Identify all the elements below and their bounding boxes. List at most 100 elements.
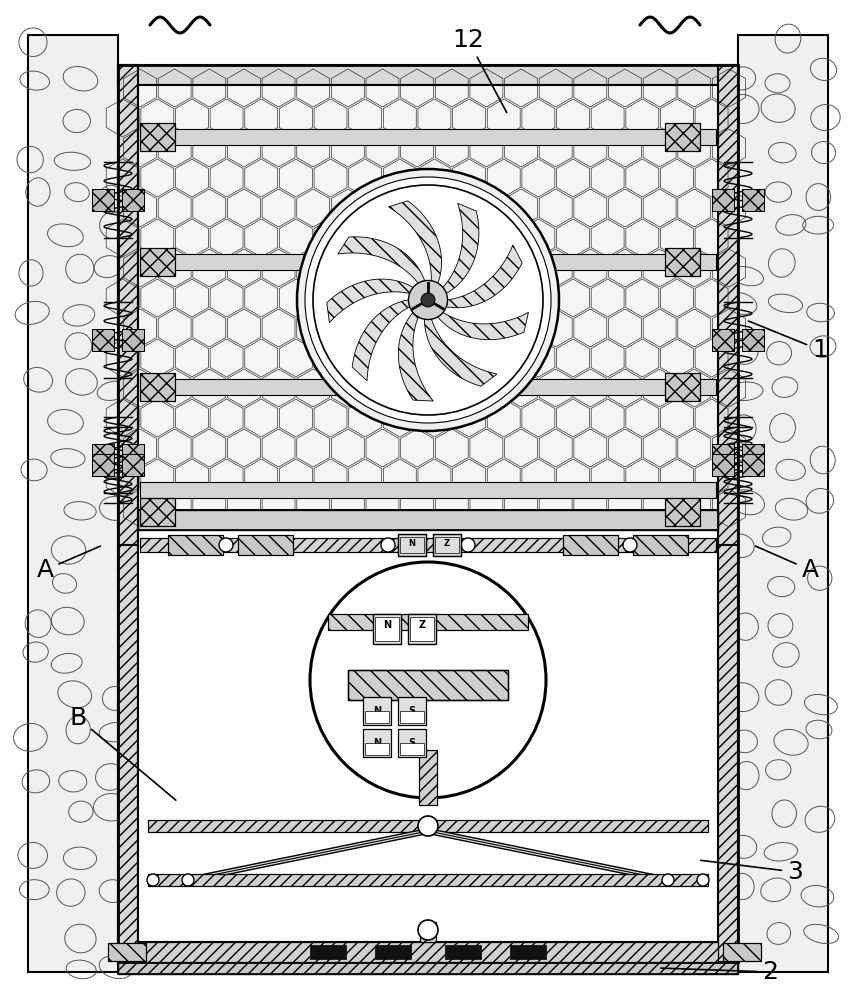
Polygon shape (437, 312, 528, 340)
Bar (118, 65, 138, 962)
Circle shape (305, 177, 551, 423)
Bar (138, 510, 718, 530)
Bar (138, 942, 718, 962)
Circle shape (418, 816, 438, 836)
Bar (138, 942, 718, 962)
Bar (140, 254, 716, 270)
Bar (118, 962, 738, 974)
Text: 1: 1 (749, 321, 828, 362)
Bar (348, 670, 508, 700)
Text: 2: 2 (661, 960, 778, 984)
Bar (742, 444, 764, 466)
Bar (140, 373, 175, 401)
Bar (712, 329, 734, 351)
Bar (718, 65, 738, 962)
Bar (400, 537, 424, 553)
Bar (420, 922, 436, 942)
Circle shape (662, 874, 674, 886)
Bar (122, 329, 144, 351)
Bar (665, 498, 700, 526)
Bar (665, 123, 700, 151)
Bar (348, 670, 508, 700)
Circle shape (421, 293, 435, 307)
Bar (563, 535, 618, 555)
Bar (140, 248, 175, 276)
Bar (122, 189, 144, 211)
Bar (118, 942, 738, 962)
Polygon shape (398, 312, 433, 401)
Polygon shape (446, 245, 522, 308)
Bar (140, 129, 716, 145)
Bar (92, 444, 114, 466)
Bar (108, 943, 146, 961)
Bar (742, 444, 764, 466)
Bar (138, 85, 718, 510)
Text: A: A (756, 546, 818, 582)
Bar (365, 743, 389, 755)
Bar (712, 444, 734, 466)
Circle shape (313, 185, 543, 415)
Bar (665, 248, 700, 276)
Bar (435, 537, 459, 553)
Bar (363, 729, 391, 757)
Bar (373, 614, 401, 644)
Bar (148, 874, 708, 886)
Bar (398, 697, 426, 725)
Text: N: N (408, 538, 415, 548)
Text: N: N (383, 620, 391, 630)
Bar (140, 373, 175, 401)
Circle shape (182, 874, 194, 886)
Bar (445, 945, 481, 959)
Bar (398, 534, 426, 556)
Bar (433, 534, 461, 556)
Text: S: S (408, 738, 415, 748)
Bar (400, 711, 424, 723)
Bar (122, 329, 144, 351)
Bar (742, 329, 764, 351)
Bar (510, 945, 546, 959)
Bar (140, 538, 716, 552)
Bar (138, 530, 718, 942)
Polygon shape (338, 237, 425, 283)
Bar (122, 444, 144, 466)
Bar (408, 614, 436, 644)
Bar (723, 943, 761, 961)
Circle shape (697, 874, 709, 886)
Bar (140, 482, 716, 498)
Bar (742, 454, 764, 476)
Bar (92, 444, 114, 466)
Bar (92, 329, 114, 351)
Bar (742, 189, 764, 211)
Bar (742, 454, 764, 476)
Circle shape (219, 538, 233, 552)
Text: 3: 3 (701, 860, 803, 884)
Bar (140, 123, 175, 151)
Bar (138, 85, 718, 942)
Bar (118, 65, 738, 85)
Bar (140, 498, 175, 526)
Polygon shape (327, 279, 413, 323)
Bar (712, 444, 734, 466)
Bar (168, 535, 223, 555)
Circle shape (381, 538, 395, 552)
Bar (92, 454, 114, 476)
Bar (148, 820, 708, 832)
Bar (148, 874, 708, 886)
Bar (140, 538, 716, 552)
Bar (633, 535, 688, 555)
Text: N: N (373, 706, 381, 716)
Circle shape (461, 538, 475, 552)
Text: S: S (408, 706, 415, 716)
Text: Z: Z (419, 620, 425, 630)
Bar (328, 614, 528, 630)
Circle shape (408, 280, 448, 320)
Circle shape (623, 538, 637, 552)
Bar (410, 617, 434, 641)
Bar (738, 35, 828, 972)
Bar (665, 123, 700, 151)
Polygon shape (352, 300, 410, 381)
Circle shape (297, 169, 559, 431)
Circle shape (418, 920, 438, 940)
Bar (92, 189, 114, 211)
Text: 12: 12 (452, 28, 507, 113)
